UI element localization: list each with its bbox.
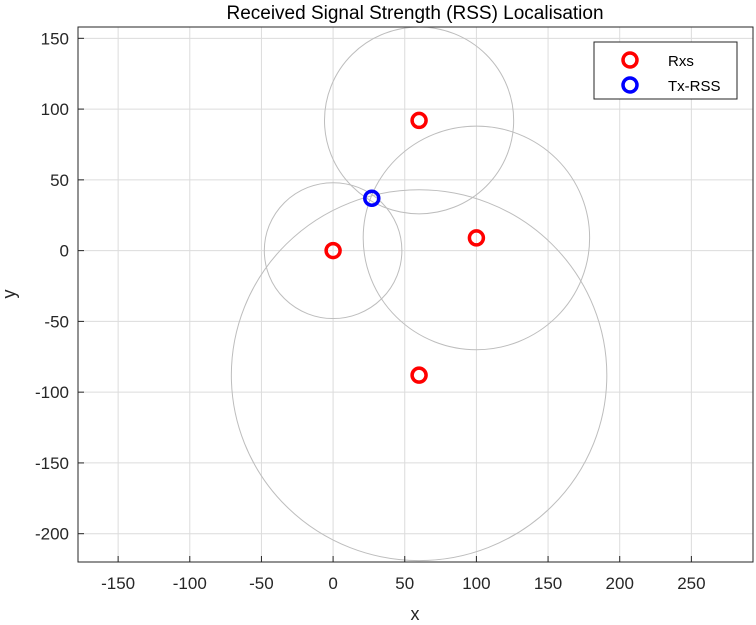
y-tick-label: -200	[35, 525, 69, 544]
legend-marker-rxs	[621, 51, 639, 69]
range-circle	[230, 189, 608, 562]
x-tick-label: 100	[462, 574, 490, 593]
range-circle	[362, 125, 591, 351]
data-point-tx-rss	[363, 189, 381, 208]
x-tick-label: 250	[677, 574, 705, 593]
y-tick-label: -50	[44, 312, 69, 331]
legend-label-rxs: Rxs	[668, 53, 694, 70]
y-axis-label: y	[0, 290, 19, 299]
y-tick-label: 50	[50, 171, 69, 190]
chart-title: Received Signal Strength (RSS) Localisat…	[226, 3, 603, 24]
y-tick-label: 100	[41, 100, 69, 119]
y-tick-labels: 150 100 50 0 -50 -100 -150 -200	[35, 29, 69, 543]
y-tick-label: -100	[35, 383, 69, 402]
data-point-rxs	[410, 111, 428, 130]
x-axis-label: x	[411, 604, 420, 624]
legend-label-tx-rss: Tx-RSS	[668, 78, 721, 95]
x-tick-label: 200	[606, 574, 634, 593]
data-point-rxs	[324, 241, 342, 260]
data-point-rxs	[467, 229, 486, 247]
grid	[78, 27, 753, 562]
range-circles	[230, 27, 608, 562]
y-tick-label: 0	[60, 242, 69, 261]
range-circle	[263, 182, 403, 320]
x-tick-label: -100	[173, 574, 207, 593]
legend-marker-tx-rss	[621, 76, 639, 94]
y-tick-label: -150	[35, 454, 69, 473]
legend-box	[593, 41, 738, 100]
x-tick-label: 150	[534, 574, 562, 593]
range-circle	[324, 27, 515, 215]
y-tick-label: 150	[41, 29, 69, 48]
ticks	[78, 37, 692, 562]
plot-frame	[77, 26, 754, 563]
x-tick-labels: -150 -100 -50 0 50 100 150 200 250	[101, 574, 705, 593]
x-tick-label: 50	[395, 574, 414, 593]
x-tick-label: -50	[249, 574, 274, 593]
x-tick-label: 0	[328, 574, 337, 593]
plot-area	[78, 27, 753, 562]
data-point-rxs	[410, 366, 428, 384]
legend: Rxs Tx-RSS	[593, 41, 738, 100]
x-tick-label: -150	[101, 574, 135, 593]
data-points	[324, 111, 486, 384]
